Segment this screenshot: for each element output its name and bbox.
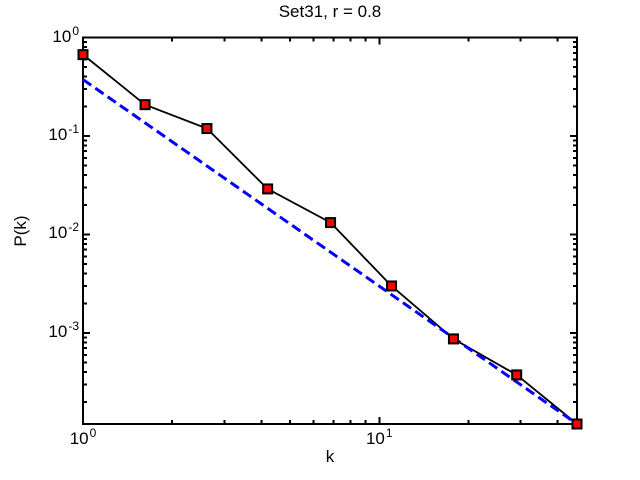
y-tick-exponent: -1 — [68, 121, 79, 136]
y-tick-exponent: -2 — [68, 220, 79, 235]
y-tick-label: 10-1 — [48, 121, 79, 144]
data-point-marker — [77, 49, 89, 61]
x-tick-label: 100 — [69, 426, 97, 448]
y-tick-label: 10-3 — [48, 318, 79, 341]
data-point-marker — [386, 280, 398, 292]
data-point-marker — [511, 369, 523, 381]
x-tick-label: 101 — [365, 426, 393, 448]
chart-title: Set31, r = 0.8 — [278, 2, 382, 21]
data-point-markers — [77, 49, 583, 430]
data-series-line — [82, 53, 578, 425]
data-point-marker — [571, 418, 583, 430]
axes-box — [82, 36, 578, 425]
x-tick-exponent: 0 — [89, 426, 97, 440]
y-tick-label: 10-2 — [48, 220, 79, 243]
data-point-marker — [262, 183, 274, 195]
y-tick-exponent: 0 — [72, 23, 79, 38]
data-point-marker — [201, 123, 213, 135]
x-tick-exponent: 1 — [385, 426, 393, 440]
y-tick-exponent: -3 — [68, 318, 79, 333]
y-tick-label: 100 — [52, 23, 79, 46]
data-point-marker — [447, 333, 459, 345]
data-point-marker — [139, 99, 151, 111]
x-axis-label: k — [325, 447, 335, 466]
data-point-marker — [325, 217, 337, 229]
fit-line — [82, 78, 578, 426]
